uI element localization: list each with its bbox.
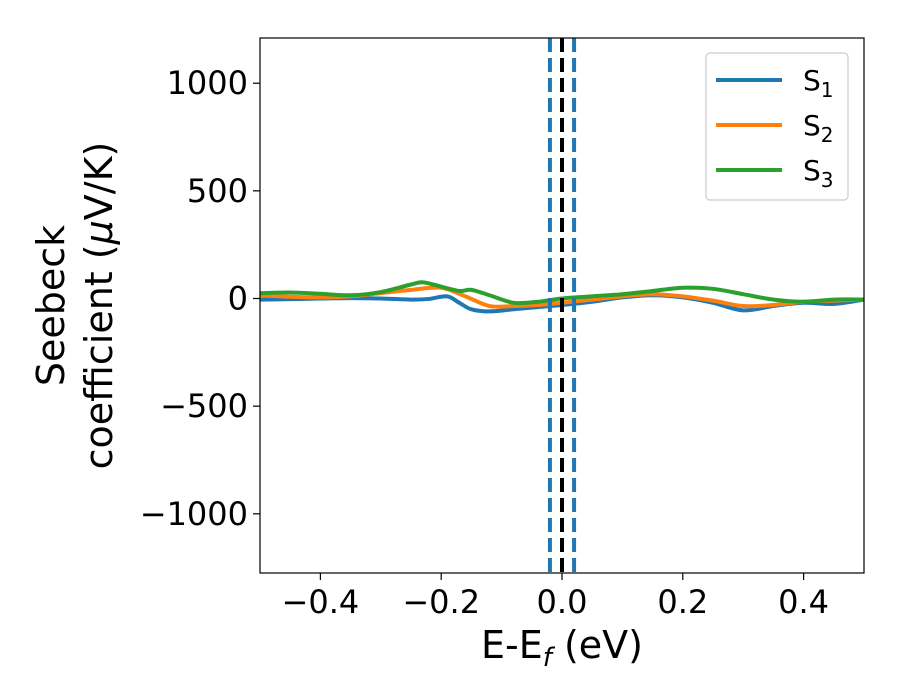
x-tick-label: 0.2 — [657, 583, 708, 621]
x-tick-label: −0.2 — [402, 583, 480, 621]
series-line-s3 — [260, 280, 864, 306]
legend-label-s3: S3 — [803, 154, 834, 192]
x-axis-label: E-Ef (eV) — [481, 623, 643, 673]
y-tick-label: −500 — [160, 387, 248, 425]
y-tick-label: −1000 — [140, 495, 248, 533]
vertical-lines-layer — [547, 38, 577, 573]
y-tick-label: 500 — [187, 172, 248, 210]
y-ticks: −1000 −500 0 500 1000 — [140, 64, 260, 533]
x-ticks: −0.4 −0.2 0.0 0.2 0.4 — [282, 573, 829, 621]
series-line-s1 — [260, 293, 864, 314]
legend-label-s2: S2 — [803, 109, 834, 147]
y-axis-label-line2: coefficient (μV/K) — [77, 142, 121, 470]
x-tick-label: 0.0 — [537, 583, 588, 621]
x-tick-label: 0.4 — [778, 583, 829, 621]
legend-label-s1: S1 — [803, 64, 834, 102]
y-axis-label-line1: Seebeck — [29, 225, 73, 386]
legend: S1 S2 S3 — [705, 52, 849, 201]
x-tick-label: −0.4 — [282, 583, 360, 621]
y-tick-label: 0 — [228, 280, 248, 318]
y-tick-label: 1000 — [167, 64, 248, 102]
